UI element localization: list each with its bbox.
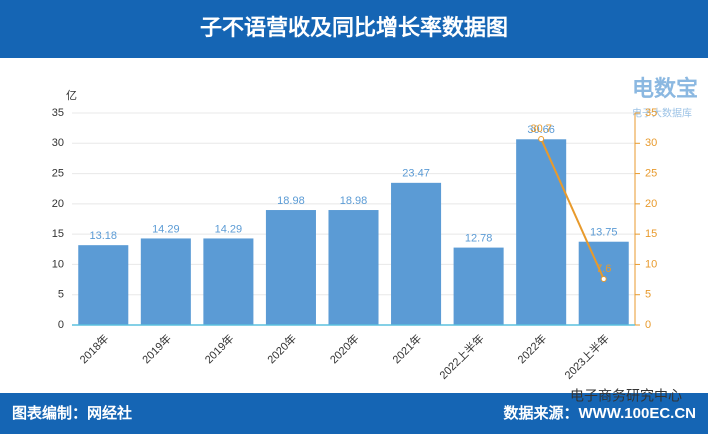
y2-tick-label: 35 <box>645 107 657 119</box>
line-point <box>600 275 607 282</box>
y-tick-label: 0 <box>58 319 64 331</box>
bar-value-label: 14.29 <box>152 223 180 235</box>
source: 数据来源：WWW.100EC.CN <box>503 404 696 422</box>
line-value-label: 7.6 <box>596 263 611 275</box>
y-tick-label: 5 <box>58 289 64 301</box>
y-tick-label: 35 <box>52 107 64 119</box>
y2-tick-label: 0 <box>645 319 651 331</box>
y-tick-label: 30 <box>52 137 64 149</box>
y-tick-label: 15 <box>52 228 64 240</box>
y2-tick-label: 20 <box>645 198 657 210</box>
bar <box>140 238 191 325</box>
bar <box>578 241 629 325</box>
line-point <box>538 136 545 143</box>
y-tick-label: 10 <box>52 258 64 270</box>
bar <box>328 210 379 325</box>
watermark: 电子商务研究中心 <box>570 388 682 404</box>
bar-value-label: 30.66 <box>527 124 555 136</box>
bar <box>453 247 504 325</box>
bar-value-label: 12.78 <box>465 232 493 244</box>
y2-tick-label: 30 <box>645 137 657 149</box>
y2-tick-label: 25 <box>645 167 657 179</box>
bar <box>516 139 567 325</box>
y-tick-label: 20 <box>52 198 64 210</box>
logo-name: 电数宝 <box>632 76 698 101</box>
bar-value-label: 14.29 <box>215 223 243 235</box>
line <box>540 138 605 280</box>
logo-tagline: 电子大数据库 <box>632 107 692 120</box>
line-value-label: 30.7 <box>530 123 551 135</box>
bar-value-label: 13.75 <box>590 227 618 239</box>
bar <box>78 245 129 325</box>
y2-tick-label: 10 <box>645 258 657 270</box>
bar-value-label: 23.47 <box>402 168 430 180</box>
bar-value-label: 18.98 <box>277 195 305 207</box>
bar-value-label: 18.98 <box>340 195 368 207</box>
credit: 图表编制：网经社 <box>12 404 132 422</box>
chart-title: 子不语营收及同比增长率数据图 <box>200 15 508 40</box>
bar <box>391 182 442 325</box>
y2-tick-label: 15 <box>645 228 657 240</box>
y2-tick-label: 5 <box>645 289 651 301</box>
bar-value-label: 13.18 <box>90 230 118 242</box>
y-tick-label: 25 <box>52 167 64 179</box>
header-band <box>0 0 708 58</box>
bar <box>203 238 254 325</box>
bar <box>265 210 316 325</box>
y-axis-label: 亿 <box>66 89 77 102</box>
footer-band <box>0 393 708 434</box>
